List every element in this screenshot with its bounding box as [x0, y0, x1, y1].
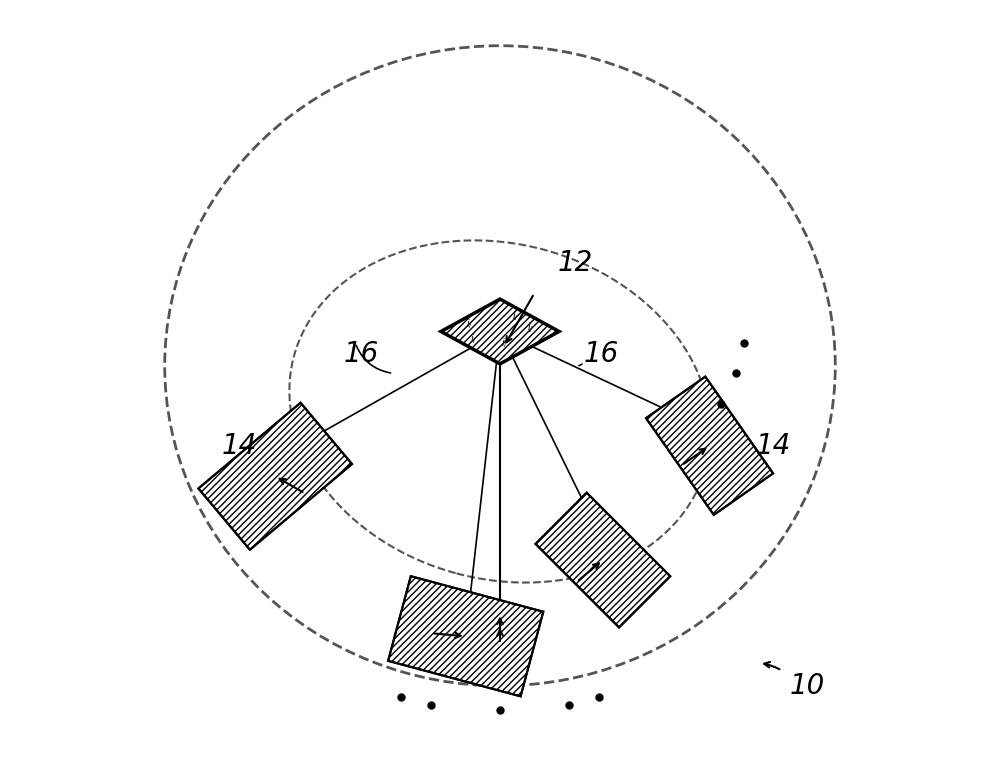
Polygon shape: [646, 376, 773, 515]
Text: 12: 12: [557, 249, 592, 277]
Text: 14: 14: [222, 432, 257, 459]
Text: $i_i$: $i_i$: [512, 309, 519, 323]
Polygon shape: [441, 299, 559, 364]
Polygon shape: [198, 403, 352, 549]
Text: 10: 10: [790, 672, 825, 700]
Polygon shape: [536, 493, 670, 627]
Text: $i_i$: $i_i$: [466, 317, 473, 331]
Text: $i_i$: $i_i$: [501, 336, 507, 350]
Text: 16: 16: [344, 341, 379, 368]
Text: $i_i$: $i_i$: [470, 332, 477, 346]
Text: 16: 16: [584, 341, 619, 368]
Text: $i_j$: $i_j$: [527, 321, 534, 335]
Text: 14: 14: [755, 432, 791, 459]
Polygon shape: [388, 576, 543, 696]
